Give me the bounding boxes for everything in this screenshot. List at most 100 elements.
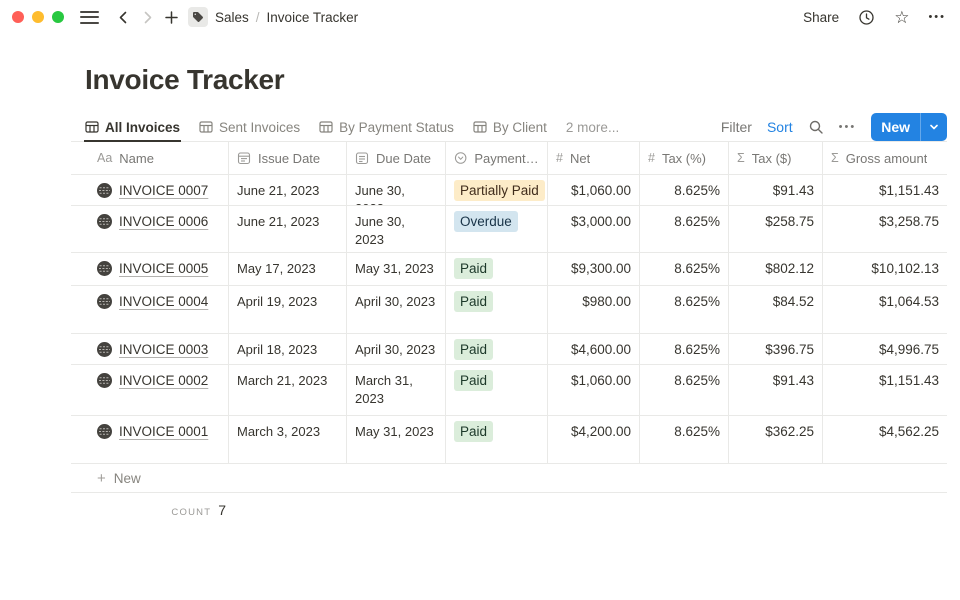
gross-cell[interactable]: $1,151.43	[878, 183, 939, 198]
count-summary[interactable]: COUNT 7	[71, 493, 229, 518]
invoice-name-cell[interactable]: INVOICE 0003	[71, 334, 229, 364]
column-header-issue-date[interactable]: Issue Date	[229, 142, 347, 174]
gross-cell[interactable]: $4,996.75	[878, 342, 939, 357]
tax-pct-cell[interactable]: 8.625%	[640, 416, 729, 463]
issue-date-cell[interactable]: May 17, 2023	[229, 253, 347, 285]
tax-usd-cell[interactable]: $362.25	[729, 416, 823, 463]
net-cell[interactable]: $3,000.00	[548, 206, 640, 252]
net-cell[interactable]: $1,060.00	[548, 365, 640, 415]
due-date-cell[interactable]: March 31, 2023	[347, 365, 446, 415]
close-button[interactable]	[12, 11, 24, 23]
tab-by-payment-status[interactable]: By Payment Status	[319, 113, 454, 141]
issue-date-cell[interactable]: June 21, 2023	[229, 206, 347, 252]
payment-status-cell[interactable]: Paid	[446, 253, 548, 285]
issue-date-cell[interactable]: June 21, 2023	[229, 175, 347, 205]
invoice-link[interactable]: INVOICE 0002	[119, 373, 209, 388]
issue-date-cell[interactable]: April 19, 2023	[229, 286, 347, 333]
column-header-net[interactable]: # Net	[548, 142, 640, 174]
issue-date-cell[interactable]: March 3, 2023	[229, 416, 347, 463]
invoice-link[interactable]: INVOICE 0006	[119, 214, 209, 229]
forward-button[interactable]	[135, 5, 159, 29]
updates-button[interactable]	[858, 9, 875, 26]
due-date-cell[interactable]: April 30, 2023	[347, 334, 446, 364]
tab-by-client[interactable]: By Client	[473, 113, 547, 141]
more-views-button[interactable]: 2 more...	[565, 119, 620, 135]
invoice-name-cell[interactable]: INVOICE 0004	[71, 286, 229, 333]
tax-pct-cell[interactable]: 8.625%	[640, 286, 729, 333]
gross-cell[interactable]: $10,102.13	[871, 261, 939, 276]
minimize-button[interactable]	[32, 11, 44, 23]
gross-cell[interactable]: $1,064.53	[878, 294, 939, 309]
add-row-button[interactable]: + New	[71, 464, 947, 493]
gross-cell[interactable]: $3,258.75	[878, 214, 939, 229]
net-cell[interactable]: $9,300.00	[548, 253, 640, 285]
back-button[interactable]	[111, 5, 135, 29]
zoom-button[interactable]	[52, 11, 64, 23]
page-icon-chip[interactable]	[188, 7, 208, 27]
column-header-name[interactable]: Aa Name	[71, 142, 229, 174]
tax-usd-cell[interactable]: $258.75	[729, 206, 823, 252]
tab-all-invoices[interactable]: All Invoices	[83, 113, 182, 142]
due-date-cell[interactable]: May 31, 2023	[347, 416, 446, 463]
new-dropdown-toggle[interactable]	[921, 122, 947, 132]
payment-status-cell[interactable]: Partially Paid	[446, 175, 548, 205]
table-row: INVOICE 0003 April 18, 2023 April 30, 20…	[71, 334, 947, 365]
column-header-tax-pct[interactable]: # Tax (%)	[640, 142, 729, 174]
column-header-due-date[interactable]: Due Date	[347, 142, 446, 174]
tab-sent-invoices[interactable]: Sent Invoices	[199, 113, 300, 141]
new-page-button[interactable]	[159, 5, 183, 29]
invoice-link[interactable]: INVOICE 0007	[119, 183, 209, 198]
favorite-star-icon[interactable]: ☆	[894, 7, 910, 27]
tag-icon	[193, 12, 203, 22]
payment-status-cell[interactable]: Paid	[446, 365, 548, 415]
payment-status-cell[interactable]: Paid	[446, 334, 548, 364]
column-header-tax-usd[interactable]: Σ Tax ($)	[729, 142, 823, 174]
search-button[interactable]	[808, 119, 824, 135]
invoice-link[interactable]: INVOICE 0001	[119, 424, 209, 439]
issue-date-cell[interactable]: March 21, 2023	[229, 365, 347, 415]
filter-button[interactable]: Filter	[720, 119, 752, 135]
breadcrumb-section[interactable]: Sales	[215, 9, 249, 25]
sort-button[interactable]: Sort	[766, 119, 793, 135]
column-header-gross-amount[interactable]: Σ Gross amount	[831, 150, 928, 166]
tax-usd-cell[interactable]: $802.12	[729, 253, 823, 285]
new-button[interactable]: New	[871, 113, 947, 141]
gross-cell[interactable]: $1,151.43	[878, 373, 939, 388]
breadcrumb-page[interactable]: Invoice Tracker	[266, 9, 359, 25]
gross-cell[interactable]: $4,562.25	[878, 424, 939, 439]
net-cell[interactable]: $4,200.00	[548, 416, 640, 463]
net-cell[interactable]: $4,600.00	[548, 334, 640, 364]
due-date-cell[interactable]: May 31, 2023	[347, 253, 446, 285]
tax-pct-cell[interactable]: 8.625%	[640, 253, 729, 285]
tax-pct-cell[interactable]: 8.625%	[640, 175, 729, 205]
net-cell[interactable]: $980.00	[548, 286, 640, 333]
invoice-name-cell[interactable]: INVOICE 0005	[71, 253, 229, 285]
more-menu-icon[interactable]: •••	[928, 11, 946, 23]
tax-pct-cell[interactable]: 8.625%	[640, 365, 729, 415]
tax-pct-cell[interactable]: 8.625%	[640, 206, 729, 252]
tax-usd-cell[interactable]: $91.43	[729, 365, 823, 415]
invoice-link[interactable]: INVOICE 0003	[119, 342, 209, 357]
tax-pct-cell[interactable]: 8.625%	[640, 334, 729, 364]
share-button[interactable]: Share	[803, 9, 840, 25]
view-options-icon[interactable]: •••	[838, 121, 857, 133]
column-header-payment-status[interactable]: Payment …	[446, 142, 548, 174]
tax-usd-cell[interactable]: $91.43	[729, 175, 823, 205]
tax-usd-cell[interactable]: $84.52	[729, 286, 823, 333]
payment-status-cell[interactable]: Paid	[446, 416, 548, 463]
issue-date-cell[interactable]: April 18, 2023	[229, 334, 347, 364]
tax-usd-cell[interactable]: $396.75	[729, 334, 823, 364]
payment-status-cell[interactable]: Paid	[446, 286, 548, 333]
invoice-name-cell[interactable]: INVOICE 0007	[71, 175, 229, 205]
invoice-name-cell[interactable]: INVOICE 0006	[71, 206, 229, 252]
net-cell[interactable]: $1,060.00	[548, 175, 640, 205]
due-date-cell[interactable]: June 30, 2023	[347, 175, 446, 205]
due-date-cell[interactable]: April 30, 2023	[347, 286, 446, 333]
invoice-link[interactable]: INVOICE 0004	[119, 294, 209, 309]
payment-status-cell[interactable]: Overdue	[446, 206, 548, 252]
due-date-cell[interactable]: June 30, 2023	[347, 206, 446, 252]
sidebar-toggle-icon[interactable]	[80, 10, 99, 24]
invoice-name-cell[interactable]: INVOICE 0002	[71, 365, 229, 415]
invoice-name-cell[interactable]: INVOICE 0001	[71, 416, 229, 463]
invoice-link[interactable]: INVOICE 0005	[119, 261, 209, 276]
